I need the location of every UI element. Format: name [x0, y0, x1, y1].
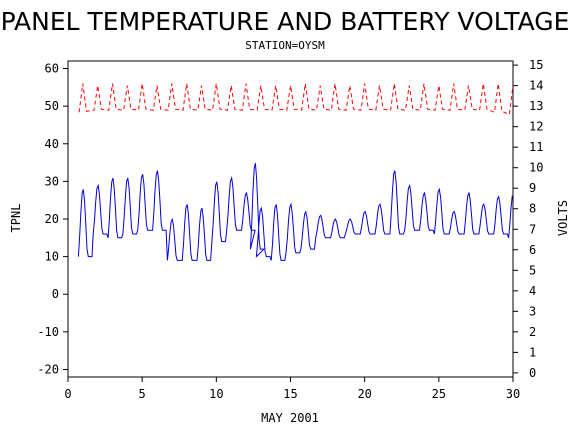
x-tick-label: 0: [64, 387, 71, 401]
y-right-tick-label: 11: [529, 140, 543, 154]
y-axis-left: -20 -10 0 10 20 30 40 50 60: [37, 62, 68, 376]
y-axis-left-label: TPNL: [9, 204, 23, 233]
y-right-tick-label: 4: [529, 284, 536, 298]
x-tick-label: 25: [432, 387, 446, 401]
series-line-voltage: [78, 83, 514, 116]
y-left-tick-label: 40: [45, 137, 59, 151]
y-right-tick-label: 0: [529, 366, 536, 380]
x-tick-label: 5: [139, 387, 146, 401]
x-axis: 0 5 10 15 20 25 30: [64, 377, 520, 401]
x-tick-label: 30: [506, 387, 520, 401]
y-right-tick-label: 1: [529, 345, 536, 359]
y-left-tick-label: 0: [52, 287, 59, 301]
y-left-tick-label: -20: [37, 362, 59, 376]
x-tick-label: 10: [209, 387, 223, 401]
y-right-tick-label: 9: [529, 181, 536, 195]
y-right-tick-label: 6: [529, 243, 536, 257]
y-left-tick-label: 30: [45, 174, 59, 188]
series-line-temperature: [77, 163, 513, 261]
y-right-tick-label: 14: [529, 79, 543, 93]
x-axis-label: MAY 2001: [261, 411, 319, 425]
series-group: [77, 83, 514, 261]
y-left-tick-label: 10: [45, 250, 59, 264]
y-right-tick-label: 3: [529, 304, 536, 318]
y-axis-right-label: VOLTS: [556, 200, 570, 236]
plot-frame: [67, 60, 514, 378]
y-right-tick-label: 2: [529, 325, 536, 339]
y-right-tick-label: 13: [529, 99, 543, 113]
y-left-tick-label: -10: [37, 325, 59, 339]
x-tick-label: 20: [357, 387, 371, 401]
y-left-tick-label: 50: [45, 99, 59, 113]
y-right-tick-label: 8: [529, 202, 536, 216]
y-right-tick-label: 10: [529, 161, 543, 175]
y-left-tick-label: 60: [45, 62, 59, 76]
y-right-tick-label: 5: [529, 263, 536, 277]
y-left-tick-label: 20: [45, 212, 59, 226]
chart-title: PANEL TEMPERATURE AND BATTERY VOLTAGE: [1, 7, 570, 36]
y-right-tick-label: 12: [529, 120, 543, 134]
chart-subtitle: STATION=OYSM: [245, 39, 325, 52]
x-tick-label: 15: [283, 387, 297, 401]
y-right-tick-label: 15: [529, 58, 543, 72]
y-right-tick-label: 7: [529, 222, 536, 236]
